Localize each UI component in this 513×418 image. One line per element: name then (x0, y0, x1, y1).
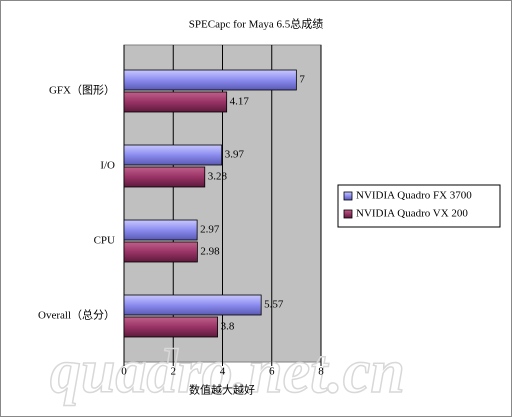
bar (123, 294, 262, 316)
value-label: 2.97 (200, 224, 220, 236)
y-tick-label: GFX（图形） (49, 84, 115, 97)
value-label: 5.57 (264, 299, 284, 311)
bar (123, 69, 297, 91)
y-tick-label: CPU (94, 235, 115, 247)
bar (123, 219, 198, 241)
legend-label: NVIDIA Quadro FX 3700 (356, 190, 472, 202)
value-label: 3.28 (208, 171, 228, 183)
x-tick-label: 8 (318, 366, 324, 378)
legend-label: NVIDIA Quadro VX 200 (356, 208, 468, 220)
value-label: 7 (299, 74, 305, 86)
legend-swatch (343, 209, 353, 219)
x-tick-label: 6 (269, 366, 275, 378)
bar (123, 91, 228, 113)
bar (123, 316, 218, 338)
value-label: 3.8 (221, 321, 235, 333)
bar (123, 166, 206, 188)
value-label: 3.97 (225, 149, 245, 161)
bar (123, 144, 223, 166)
legend (337, 184, 501, 228)
x-tick-label: 2 (171, 366, 177, 378)
value-label: 2.98 (200, 246, 220, 258)
x-tick-label: 4 (220, 366, 226, 378)
value-label: 4.17 (230, 96, 250, 108)
y-tick-label: Overall（总分） (38, 308, 115, 322)
watermark: quadro.net.cn (50, 338, 405, 406)
y-tick-label: I/O (100, 160, 115, 172)
x-axis-label: 数值越大越好 (189, 383, 255, 397)
x-tick-label: 0 (121, 366, 127, 378)
legend-swatch (343, 191, 353, 201)
chart-title: SPECapc for Maya 6.5总成绩 (189, 17, 323, 31)
bar (123, 241, 198, 263)
